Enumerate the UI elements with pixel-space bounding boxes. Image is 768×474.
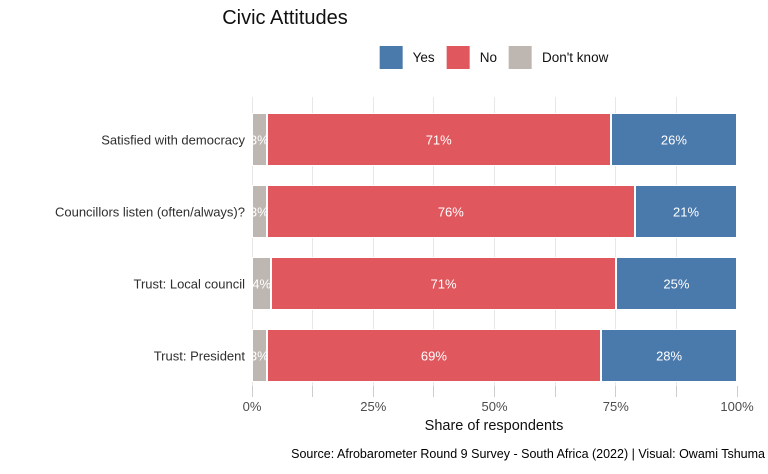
bar-segment-label: 3% <box>252 348 269 363</box>
tick-mark <box>736 386 738 397</box>
bar-segment-label: 26% <box>660 132 687 147</box>
bar-segment-label: 3% <box>252 132 269 147</box>
bar-segment-label: 4% <box>252 276 272 291</box>
gridline <box>675 97 677 386</box>
source-caption: Source: Afrobarometer Round 9 Survey - S… <box>291 447 765 461</box>
bar-segment-label: 71% <box>430 276 457 291</box>
legend-item-no: No <box>446 46 497 69</box>
bar-segment-label: 21% <box>673 204 700 219</box>
legend-label-dont-know: Don't know <box>541 50 609 65</box>
bar-row: 4% 71% 25% <box>252 257 737 310</box>
gridline <box>736 97 737 386</box>
gridline <box>433 97 435 386</box>
chart-title: Civic Attitudes <box>222 7 348 29</box>
x-tick-label: 0% <box>242 399 262 414</box>
x-tick-label: 100% <box>720 399 754 414</box>
bar-segment-label: 76% <box>437 204 464 219</box>
category-label: Councillors listen (often/always)? <box>54 204 245 219</box>
x-tick-label: 25% <box>360 399 387 414</box>
bar-segment-label: 25% <box>663 276 690 291</box>
x-tick-label: 75% <box>602 399 629 414</box>
category-label: Satisfied with democracy <box>101 132 245 147</box>
gridline <box>252 97 253 386</box>
bar-segment-yes <box>635 185 737 238</box>
bar-segment-label: 71% <box>425 132 452 147</box>
tick-mark <box>372 386 374 397</box>
gridline <box>372 97 374 386</box>
tick-mark <box>615 386 617 397</box>
bar-segment-don-t-know <box>252 329 267 382</box>
bar-segment-don-t-know <box>252 257 272 310</box>
plot-panel: 3% 71% 26% 3% 76% 21% 4% 71% 25% 3% 69% 28% <box>252 97 737 386</box>
legend-label-yes: Yes <box>412 50 435 65</box>
x-tick-label: 50% <box>481 399 508 414</box>
tick-mark <box>494 386 495 397</box>
category-label: Trust: President <box>153 348 245 363</box>
bar-row: 3% 69% 28% <box>252 329 737 382</box>
legend-item-dont-know: Don't know <box>508 46 609 69</box>
bar-segment-no <box>266 185 636 238</box>
gridline <box>312 97 314 386</box>
bar-segment-don-t-know <box>252 185 267 238</box>
gridline <box>554 97 556 386</box>
bar-segment-label: 3% <box>252 204 269 219</box>
bar-segment-no <box>271 257 616 310</box>
bar-segment-no <box>266 113 611 166</box>
tick-mark <box>554 386 556 397</box>
bar-row: 3% 71% 26% <box>252 113 737 166</box>
bar-segment-don-t-know <box>252 113 267 166</box>
bar-segment-yes <box>615 257 737 310</box>
bar-segment-no <box>266 329 602 382</box>
bar-segment-yes <box>610 113 737 166</box>
legend-swatch-yes <box>379 46 403 69</box>
tick-mark <box>433 386 435 397</box>
gridline <box>615 97 617 386</box>
legend: Yes No Don't know <box>379 46 609 69</box>
tick-mark <box>312 386 314 397</box>
tick-mark <box>251 386 253 397</box>
legend-label-no: No <box>479 50 497 65</box>
bar-segment-label: 69% <box>420 348 447 363</box>
x-axis-ticks <box>251 386 738 397</box>
gridline <box>494 97 495 386</box>
bar-segment-label: 28% <box>656 348 683 363</box>
x-axis-tick-labels: 0% 25% 50% 75% 100% <box>243 399 754 415</box>
legend-swatch-dont-know <box>508 46 532 69</box>
x-axis-label: Share of respondents <box>424 418 564 434</box>
legend-swatch-no <box>446 46 470 69</box>
tick-mark <box>675 386 677 397</box>
bar-segment-yes <box>601 329 737 382</box>
bar-row: 3% 76% 21% <box>252 185 737 238</box>
category-label: Trust: Local council <box>133 276 245 291</box>
legend-item-yes: Yes <box>379 46 435 69</box>
